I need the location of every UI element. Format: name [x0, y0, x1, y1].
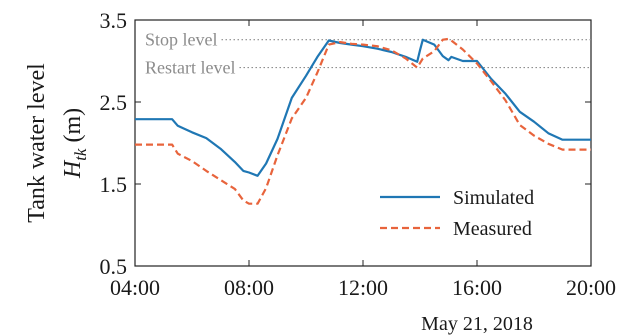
x-axis-date: May 21, 2018 — [421, 313, 533, 335]
legend-label-measured: Measured — [453, 218, 532, 240]
series-line-simulated — [135, 38, 591, 177]
y-tick-label: 3.5 — [100, 8, 128, 33]
y-axis-variable: Htk (m) — [60, 108, 90, 179]
x-tick-label: 20:00 — [566, 275, 616, 300]
y-tick-label: 0.5 — [100, 254, 128, 279]
x-tick-label: 16:00 — [452, 275, 502, 300]
series-line-measured — [135, 37, 591, 205]
y-tick-label: 2.5 — [100, 90, 128, 115]
legend: Simulated Measured — [380, 187, 534, 240]
y-axis-title: Tank water level — [24, 63, 50, 223]
reference-line-label: Stop level — [145, 30, 218, 50]
x-tick-label: 04:00 — [110, 275, 160, 300]
x-tick-label: 08:00 — [224, 275, 274, 300]
tick-labels: 04:00 08:00 12:00 16:00 20:00 0.5 1.5 2.5 3.5 — [100, 8, 617, 300]
reference-line-label: Restart level — [145, 58, 235, 78]
series-lines — [135, 37, 591, 205]
x-tick-label: 12:00 — [338, 275, 388, 300]
legend-label-simulated: Simulated — [453, 187, 534, 209]
axis-ticks — [134, 19, 592, 267]
y-tick-label: 1.5 — [100, 172, 128, 197]
reference-lines: Stop level Restart level — [145, 30, 591, 78]
